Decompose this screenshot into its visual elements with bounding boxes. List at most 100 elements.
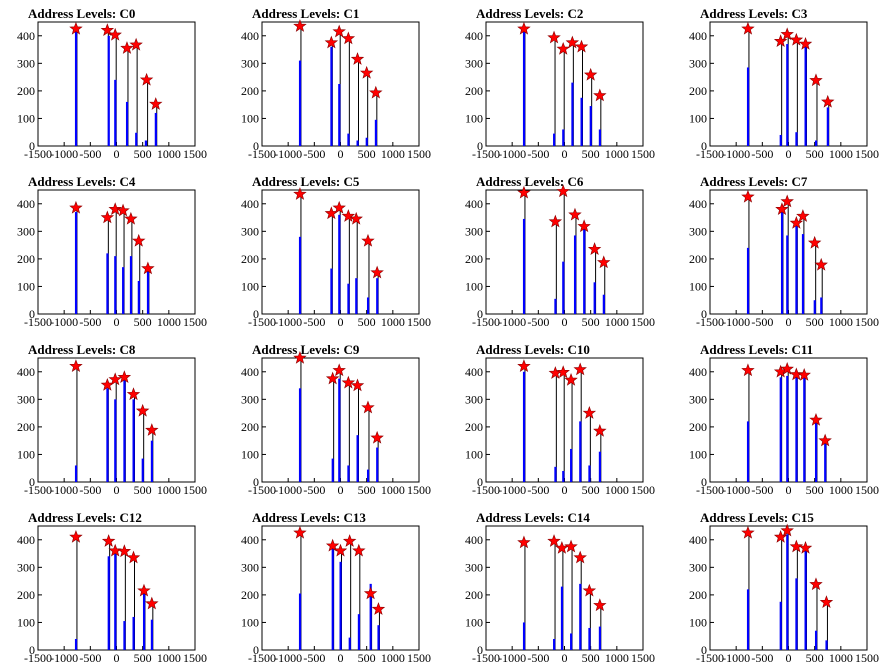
chart-panel: Address Levels: C4 0 100 200 300 400 -1500 -100… (0, 168, 224, 336)
peak-star-marker (116, 203, 130, 217)
x-tick-label: 1000 (381, 651, 405, 665)
chart-svg: Address Levels: C7 0 100 200 300 400 -1500-100… (689, 174, 879, 329)
x-tick-label: -1500 (24, 651, 52, 665)
y-tick-label: 0 (477, 475, 483, 489)
x-tick-label: 500 (134, 651, 152, 665)
peak-star-marker (293, 19, 307, 32)
bar (144, 140, 148, 146)
x-tick-label: 500 (806, 483, 824, 497)
peak-star-marker (333, 543, 348, 557)
bar (331, 458, 334, 482)
x-tick-label: 1000 (829, 651, 853, 665)
y-tick-label: 300 (689, 392, 707, 406)
bar (553, 133, 556, 146)
peak-star-marker (593, 88, 607, 102)
peak-star-marker (137, 583, 151, 597)
x-tick-label: 500 (358, 651, 376, 665)
bar (298, 60, 302, 147)
peak-star-marker (564, 539, 578, 553)
peak-star-marker (818, 433, 832, 447)
bar (369, 583, 372, 650)
bar (795, 578, 798, 650)
bar (570, 633, 573, 650)
peak-star-marker (341, 209, 356, 222)
peak-star-marker (293, 350, 307, 364)
bar (786, 375, 789, 482)
x-tick-label: 500 (806, 315, 824, 329)
y-tick-label: 0 (29, 475, 35, 489)
x-tick-label: 500 (582, 483, 600, 497)
x-tick-label: -1000 (50, 147, 78, 161)
bar (583, 223, 586, 314)
y-tick-label: 400 (465, 533, 483, 547)
peak-star-marker (145, 423, 159, 436)
x-tick-label: -500 (527, 147, 549, 161)
chart-svg: Address Levels: C5 0 100 200 300 400 -1500-100… (241, 174, 431, 329)
chart-panel: Address Levels: C3 0 100 200 300 400 -1500 -100… (672, 0, 896, 168)
peak-star-marker (798, 36, 813, 50)
peak-star-marker (773, 529, 788, 543)
x-tick-label: -1500 (248, 315, 276, 329)
y-tick-label: 400 (689, 29, 707, 43)
peak-star-marker (819, 595, 834, 609)
x-tick-label: 0 (114, 651, 120, 665)
x-tick-label: 1500 (631, 483, 655, 497)
x-tick-label: 1000 (157, 651, 181, 665)
x-tick-label: 1000 (157, 483, 181, 497)
y-tick-label: 100 (241, 111, 259, 125)
peak-star-marker (293, 525, 307, 539)
y-tick-label: 400 (17, 365, 35, 379)
peak-star-marker (100, 23, 115, 36)
bar (129, 256, 133, 314)
x-tick-label: 0 (786, 315, 792, 329)
y-tick-label: 100 (689, 279, 707, 293)
chart-panel: Address Levels: C5 0 100 200 300 400 -1500 -100… (224, 168, 448, 336)
peak-star-marker (341, 375, 356, 389)
peak-star-marker (120, 41, 134, 54)
x-tick-label: 0 (114, 315, 120, 329)
bar (553, 638, 556, 650)
peak-star-marker (741, 21, 755, 35)
y-tick-label: 100 (241, 279, 259, 293)
peak-star-marker (141, 261, 155, 275)
bar (598, 626, 602, 650)
chart-title: Address Levels: C1 (252, 6, 359, 21)
y-tick-label: 400 (17, 29, 35, 43)
y-tick-label: 300 (241, 392, 259, 406)
y-tick-label: 100 (17, 279, 35, 293)
bar (598, 129, 602, 146)
peak-star-marker (775, 202, 789, 215)
bar (366, 469, 370, 482)
peak-star-marker (556, 365, 570, 379)
peak-star-marker (332, 363, 346, 377)
y-tick-label: 100 (689, 111, 707, 125)
y-tick-label: 300 (17, 56, 35, 70)
peak-star-marker (135, 403, 150, 417)
x-tick-label: -500 (751, 651, 773, 665)
x-tick-label: -500 (303, 147, 325, 161)
y-tick-label: 100 (465, 447, 483, 461)
chart-panel: Address Levels: C10 0 100 200 300 400 -1500 -10… (448, 336, 672, 504)
x-tick-label: 500 (358, 147, 376, 161)
x-tick-label: -1000 (722, 315, 750, 329)
bar (142, 592, 146, 650)
x-tick-label: 1000 (605, 315, 629, 329)
x-tick-label: 500 (582, 651, 600, 665)
bar (820, 297, 823, 314)
peak-star-marker (363, 586, 378, 600)
y-tick-label: 100 (241, 615, 259, 629)
peak-star-marker (809, 412, 823, 426)
y-tick-label: 200 (465, 420, 483, 434)
x-tick-label: 0 (786, 651, 792, 665)
x-tick-label: 1000 (381, 483, 405, 497)
x-tick-label: 500 (806, 651, 824, 665)
chart-panel: Address Levels: C11 0 100 200 300 400 -1500 -10… (672, 336, 896, 504)
peak-star-marker (145, 596, 159, 610)
bar (107, 556, 110, 650)
peak-star-marker (741, 189, 755, 203)
chart-title: Address Levels: C0 (28, 6, 135, 21)
y-tick-label: 300 (465, 560, 483, 574)
peak-star-marker (568, 207, 582, 221)
x-tick-label: 500 (134, 147, 152, 161)
peak-star-marker (780, 27, 794, 41)
